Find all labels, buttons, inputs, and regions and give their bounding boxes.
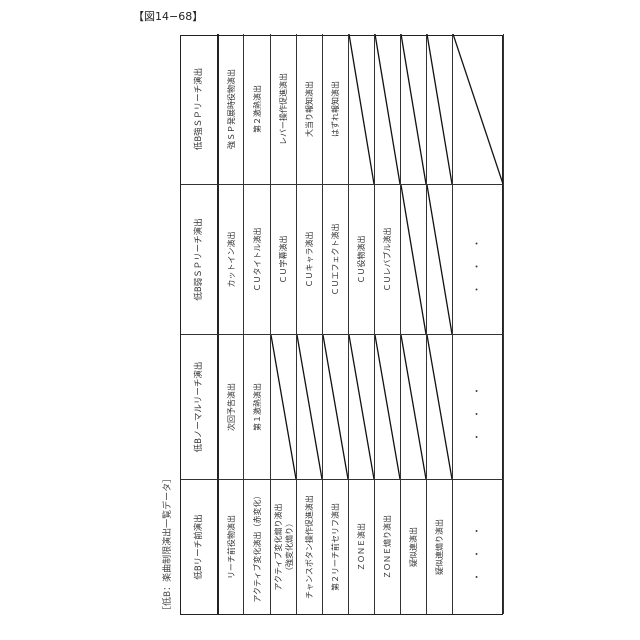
cell-text: 強ＳＰ発展時役物演出 [226, 69, 237, 149]
diagonal-slash [323, 335, 348, 479]
table-cell: ＺＯＮＥ煽り演出 [375, 479, 401, 614]
diagonal-slash [375, 34, 400, 184]
cell-text: ＣＵレバブル演出 [382, 228, 393, 292]
table-cell: ＺＯＮＥ演出 [349, 479, 375, 614]
empty-cell-slash [297, 334, 323, 479]
ellipsis: ・・・ [473, 513, 484, 582]
cell-text: 次回予告演出 [226, 383, 237, 431]
cell-text: ＺＯＮＥ煽り演出 [382, 515, 393, 579]
empty-cell-slash [427, 34, 453, 184]
table-caption: ［低B：楽曲制限演出一覧データ］ [160, 474, 173, 615]
diagonal-slash [375, 335, 400, 479]
table-cell: ＣＵエフェクト演出 [323, 184, 349, 334]
table-cell: はずれ報知演出 [323, 34, 349, 184]
empty-cell-slash [453, 34, 504, 184]
column-header: 低Bリーチ前演出 [181, 479, 219, 614]
empty-cell-slash [401, 184, 427, 334]
diagonal-slash [271, 335, 296, 479]
empty-cell-slash [401, 34, 427, 184]
table-cell: 大当り報知演出 [297, 34, 323, 184]
cell-text: 疑似連煽り演出 [434, 519, 445, 575]
empty-cell-slash [349, 334, 375, 479]
empty-cell-slash [375, 334, 401, 479]
table-cell: レバー操作促進演出 [271, 34, 297, 184]
table-cell: カットイン演出 [219, 184, 244, 334]
diagonal-slash [349, 335, 374, 479]
table-cell: 第１激熱演出 [244, 334, 271, 479]
diagonal-slash [427, 34, 452, 184]
ellipsis: ・・・ [473, 225, 484, 294]
table-cell: 疑似連煽り演出 [427, 479, 453, 614]
table-cell: ＣＵキャラ演出 [297, 184, 323, 334]
table-cell: 第２激熱演出 [244, 34, 271, 184]
diagonal-slash [427, 185, 452, 334]
table-cell: 次回予告演出 [219, 334, 244, 479]
effects-table: 低Bリーチ前演出低Bノーマルリーチ演出低B弱ＳＰリーチ演出低B強ＳＰリーチ演出リ… [180, 35, 503, 615]
empty-cell-slash [427, 334, 453, 479]
diagonal-slash [401, 185, 426, 334]
cell-text: 第１激熱演出 [252, 383, 263, 431]
table-cell: ・・・ [453, 184, 504, 334]
table-cell: ・・・ [453, 334, 504, 479]
figure-label: 【図14−68】 [133, 8, 203, 24]
cell-text: アクティブ変化演出（赤変化） [252, 491, 263, 602]
column-header: 低B弱ＳＰリーチ演出 [181, 184, 219, 334]
table-cell: ・・・ [453, 479, 504, 614]
table-cell: ＣＵ字幕演出 [271, 184, 297, 334]
empty-cell-slash [271, 334, 297, 479]
table-cell: 強ＳＰ発展時役物演出 [219, 34, 244, 184]
cell-text: 第２激熱演出 [252, 85, 263, 133]
cell-text: はずれ報知演出 [330, 81, 341, 137]
cell-text: ＺＯＮＥ演出 [356, 523, 367, 571]
cell-text: ＣＵエフェクト演出 [330, 224, 341, 296]
table-cell: 第２リーチ前セリフ演出 [323, 479, 349, 614]
diagonal-slash [401, 34, 426, 184]
cell-text: ＣＵ字幕演出 [278, 236, 289, 284]
cell-text: 大当り報知演出 [304, 81, 315, 137]
table-cell: リーチ前役物演出 [219, 479, 244, 614]
empty-cell-slash [375, 34, 401, 184]
cell-text: レバー操作促進演出 [278, 73, 289, 145]
table-cell: ＣＵタイトル演出 [244, 184, 271, 334]
diagonal-slash [427, 335, 452, 479]
table-cell: アクティブ変化煽り演出 （強変化煽り） [271, 479, 297, 614]
table-cell: チャンスボタン操作促進演出 [297, 479, 323, 614]
diagonal-slash [297, 335, 322, 479]
cell-text: 疑似連演出 [408, 527, 419, 567]
cell-text: ＣＵタイトル演出 [252, 228, 263, 292]
table-cell: 疑似連演出 [401, 479, 427, 614]
table-cell: ＣＵ役物演出 [349, 184, 375, 334]
ellipsis: ・・・ [473, 373, 484, 442]
diagonal-slash [401, 335, 426, 479]
cell-text: チャンスボタン操作促進演出 [304, 495, 315, 599]
empty-cell-slash [349, 34, 375, 184]
column-header: 低Bノーマルリーチ演出 [181, 334, 219, 479]
table-cell: アクティブ変化演出（赤変化） [244, 479, 271, 614]
cell-text: ＣＵキャラ演出 [304, 232, 315, 288]
diagonal-slash [349, 34, 374, 184]
empty-cell-slash [427, 184, 453, 334]
diagonal-slash [453, 34, 503, 184]
cell-text: カットイン演出 [226, 232, 237, 288]
empty-cell-slash [323, 334, 349, 479]
cell-text: 第２リーチ前セリフ演出 [330, 503, 341, 591]
empty-cell-slash [401, 334, 427, 479]
cell-text: アクティブ変化煽り演出 （強変化煽り） [273, 503, 295, 590]
cell-text: リーチ前役物演出 [226, 515, 237, 579]
table-cell: ＣＵレバブル演出 [375, 184, 401, 334]
column-header: 低B強ＳＰリーチ演出 [181, 34, 219, 184]
cell-text: ＣＵ役物演出 [356, 236, 367, 284]
